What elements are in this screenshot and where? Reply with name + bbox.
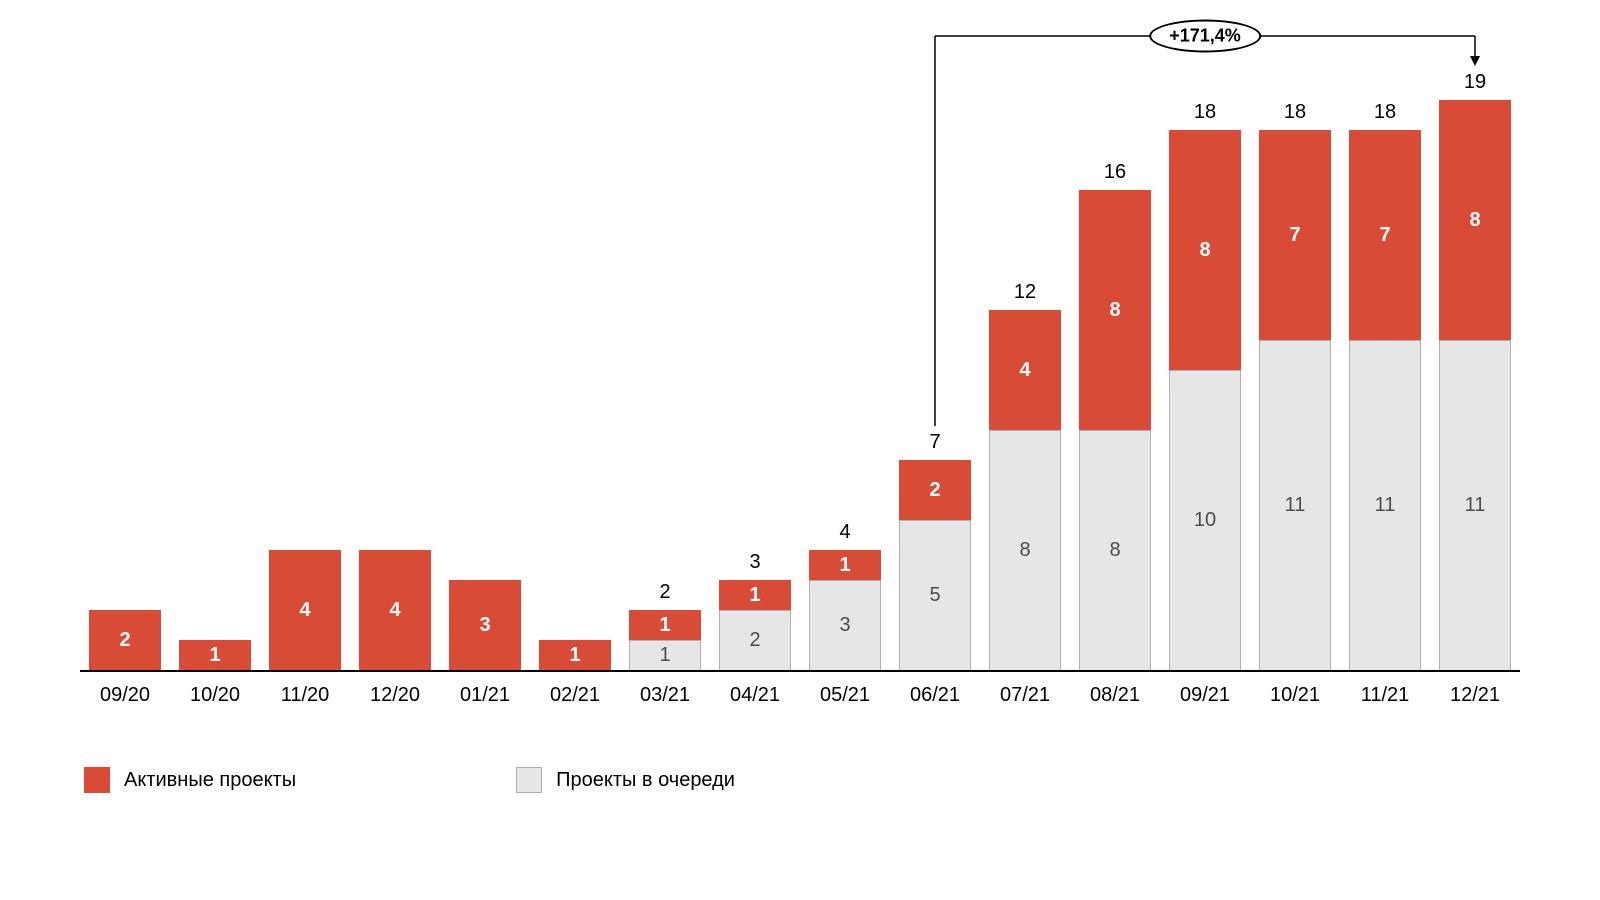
bar-total-label: 18 (1194, 101, 1216, 124)
bar-total-label: 3 (749, 551, 760, 574)
bar-column: 4 (350, 550, 440, 670)
bar-total-label: 7 (929, 431, 940, 454)
legend-item-queued: Проекты в очереди (516, 767, 735, 793)
bars-container: 2144312113124137251248168818810187111871… (80, 50, 1520, 670)
bar-column: 7 25 (890, 431, 980, 670)
bar-total-label: 2 (659, 581, 670, 604)
x-axis-label: 07/21 (980, 684, 1070, 707)
growth-callout-label: +171,4% (1149, 20, 1261, 53)
bar-segment-queued: 10 (1169, 370, 1241, 670)
bar-segment-active: 2 (899, 460, 971, 520)
x-axis-label: 09/20 (80, 684, 170, 707)
bar-column: 19 811 (1430, 71, 1520, 670)
bar-segment-queued: 5 (899, 520, 971, 670)
x-axis-label: 12/21 (1430, 684, 1520, 707)
bar-column: 18 810 (1160, 101, 1250, 670)
bar-segment-active: 8 (1439, 100, 1511, 340)
bar-segment-active: 1 (629, 610, 701, 640)
x-axis-labels: 09/2010/2011/2012/2001/2102/2103/2104/21… (80, 684, 1520, 707)
plot-area: +171,4% 21443121131241372512481688188101… (80, 50, 1520, 672)
stacked-bar-chart: +171,4% 21443121131241372512481688188101… (80, 50, 1520, 793)
x-axis-label: 05/21 (800, 684, 890, 707)
bar-segment-queued: 11 (1349, 340, 1421, 670)
bar-column: 3 (440, 580, 530, 670)
x-axis-label: 11/21 (1340, 684, 1430, 707)
bar-total-label: 12 (1014, 281, 1036, 304)
bar-column: 1 (170, 640, 260, 670)
bar-segment-active: 7 (1259, 130, 1331, 340)
legend-label-active: Активные проекты (124, 769, 296, 792)
bar-column: 12 48 (980, 281, 1070, 670)
bar-segment-active: 1 (719, 580, 791, 610)
legend-swatch-active (84, 767, 110, 793)
x-axis-label: 04/21 (710, 684, 800, 707)
bar-total-label: 4 (839, 521, 850, 544)
x-axis-label: 10/21 (1250, 684, 1340, 707)
bar-segment-active: 4 (989, 310, 1061, 430)
x-axis-label: 02/21 (530, 684, 620, 707)
x-axis-label: 12/20 (350, 684, 440, 707)
bar-total-label: 16 (1104, 161, 1126, 184)
bar-segment-active: 1 (179, 640, 251, 670)
legend-item-active: Активные проекты (84, 767, 296, 793)
bar-total-label: 18 (1374, 101, 1396, 124)
bar-segment-active: 1 (809, 550, 881, 580)
bar-column: 18 711 (1250, 101, 1340, 670)
bar-column: 18 711 (1340, 101, 1430, 670)
bar-segment-queued: 3 (809, 580, 881, 670)
x-axis-label: 01/21 (440, 684, 530, 707)
bar-segment-active: 7 (1349, 130, 1421, 340)
bar-total-label: 18 (1284, 101, 1306, 124)
bar-segment-active: 4 (359, 550, 431, 670)
x-axis-label: 06/21 (890, 684, 980, 707)
bar-column: 2 11 (620, 581, 710, 670)
x-axis-label: 09/21 (1160, 684, 1250, 707)
x-axis-label: 08/21 (1070, 684, 1160, 707)
bar-segment-active: 1 (539, 640, 611, 670)
bar-segment-queued: 8 (989, 430, 1061, 670)
bar-segment-active: 3 (449, 580, 521, 670)
bar-segment-queued: 11 (1259, 340, 1331, 670)
bar-column: 3 12 (710, 551, 800, 670)
legend-label-queued: Проекты в очереди (556, 769, 735, 792)
bar-total-label: 19 (1464, 71, 1486, 94)
bar-segment-active: 4 (269, 550, 341, 670)
bar-column: 4 (260, 550, 350, 670)
bar-column: 1688 (1070, 161, 1160, 670)
bar-segment-queued: 2 (719, 610, 791, 670)
x-axis-label: 11/20 (260, 684, 350, 707)
bar-segment-queued: 8 (1079, 430, 1151, 670)
bar-segment-queued: 11 (1439, 340, 1511, 670)
x-axis-label: 03/21 (620, 684, 710, 707)
bar-segment-active: 8 (1079, 190, 1151, 430)
bar-column: 4 13 (800, 521, 890, 670)
legend-swatch-queued (516, 767, 542, 793)
bar-segment-active: 8 (1169, 130, 1241, 370)
x-axis-label: 10/20 (170, 684, 260, 707)
bar-column: 1 (530, 640, 620, 670)
legend: Активные проекты Проекты в очереди (84, 767, 1520, 793)
bar-column: 2 (80, 610, 170, 670)
bar-segment-active: 2 (89, 610, 161, 670)
bar-segment-queued: 1 (629, 640, 701, 670)
